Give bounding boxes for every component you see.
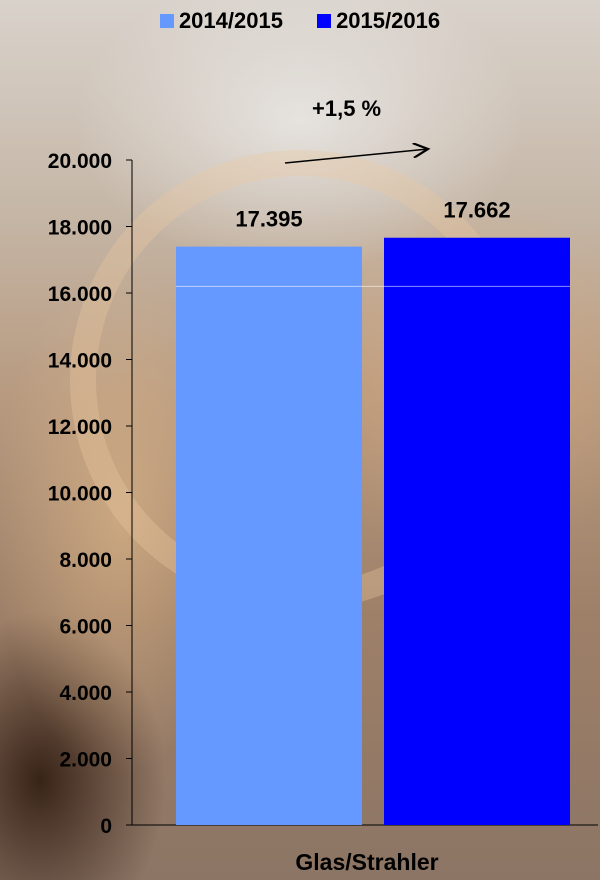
legend-label-2014-2015: 2014/2015 (178, 8, 283, 33)
y-tick-label: 10.000 (48, 483, 112, 506)
y-tick-label: 16.000 (48, 283, 112, 306)
bar-2015-2016 (384, 237, 570, 825)
y-tick-label: 0 (100, 815, 112, 838)
y-tick-label: 4.000 (59, 682, 112, 705)
change-annotation: +1,5 % (312, 96, 382, 121)
trend-arrow (284, 149, 428, 164)
legend-item-2015-2016: 2015/2016 (317, 8, 440, 34)
y-tick-label: 14.000 (48, 350, 112, 373)
legend-label-2015-2016: 2015/2016 (336, 8, 441, 33)
y-tick-label: 12.000 (48, 416, 112, 439)
y-tick-label: 8.000 (59, 549, 112, 572)
y-tick-label: 2.000 (59, 749, 112, 772)
legend-swatch-2015-2016 (317, 14, 332, 28)
y-tick-label: 18.000 (48, 217, 112, 240)
data-label: 17.395 (235, 207, 302, 232)
legend: 2014/2015 2015/2016 (0, 8, 600, 34)
data-label: 17.662 (443, 198, 510, 223)
legend-item-2014-2015: 2014/2015 (159, 8, 283, 34)
category-label: Glas/Strahler (295, 849, 438, 875)
y-tick-label: 20.000 (48, 150, 112, 173)
y-tick-label: 6.000 (59, 616, 112, 639)
legend-swatch-2014-2015 (159, 14, 174, 28)
bar-2014-2015 (176, 246, 362, 825)
